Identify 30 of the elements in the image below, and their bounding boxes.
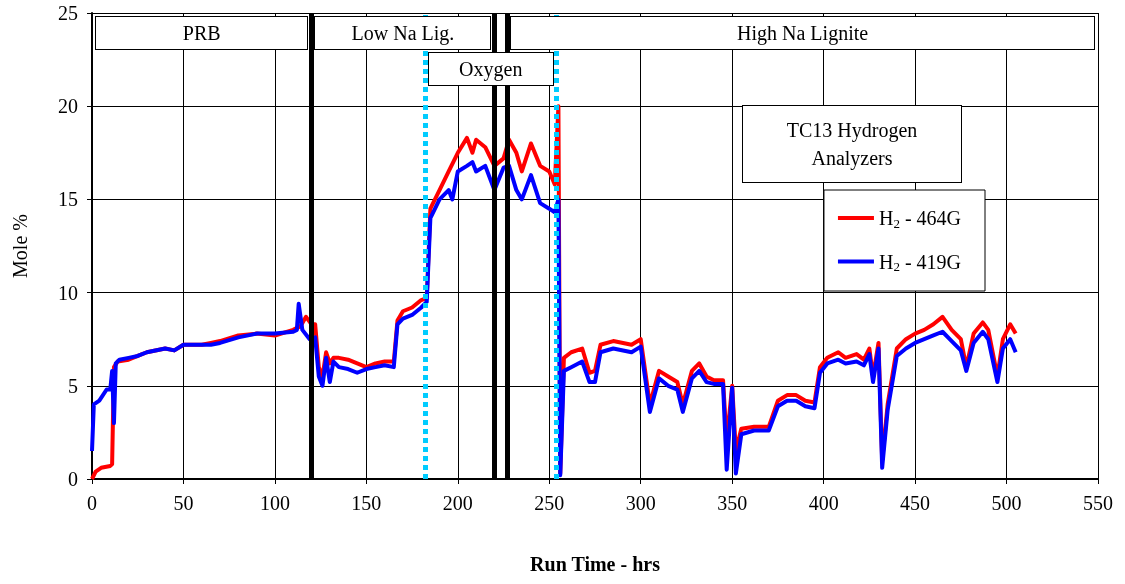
text-box: TC13 Hydrogen Analyzers [742, 105, 962, 183]
y-tick-label: 0 [68, 468, 78, 490]
x-tick-label: 500 [991, 492, 1022, 514]
annotation: PRB [182, 21, 221, 46]
x-tick-label: 200 [442, 492, 473, 514]
y-tick-label: 10 [58, 281, 78, 304]
annotation: Oxygen [459, 57, 523, 83]
text-box: PRB [95, 16, 309, 50]
x-tick-label: 0 [87, 492, 97, 514]
x-tick-label: 550 [1083, 492, 1113, 514]
x-tick-label: 100 [259, 492, 290, 514]
y-tick-label: 15 [58, 188, 78, 211]
text-box: Low Na Lig. [314, 16, 492, 50]
y-tick-label: 20 [58, 95, 78, 118]
y-tick-label: 25 [58, 2, 78, 24]
y-tick-label: 5 [68, 374, 78, 397]
x-tick-label: 350 [717, 492, 748, 514]
x-tick-label: 450 [900, 492, 931, 514]
x-tick-label: 250 [534, 492, 565, 514]
text-box: Oxygen [427, 52, 554, 86]
text-box: High Na Lignite [510, 16, 1095, 50]
x-axis-title: Run Time - hrs [530, 553, 661, 575]
x-tick-label: 300 [625, 492, 656, 514]
y-axis-title: Mole % [9, 214, 31, 278]
x-tick-label: 400 [808, 492, 839, 514]
annotation: High Na Lignite [737, 21, 869, 47]
x-tick-label: 50 [173, 492, 194, 514]
annotation: Low Na Lig. [351, 21, 455, 47]
x-tick-label: 150 [351, 492, 382, 514]
legend-title: TC13 Hydrogen Analyzers [785, 118, 919, 172]
